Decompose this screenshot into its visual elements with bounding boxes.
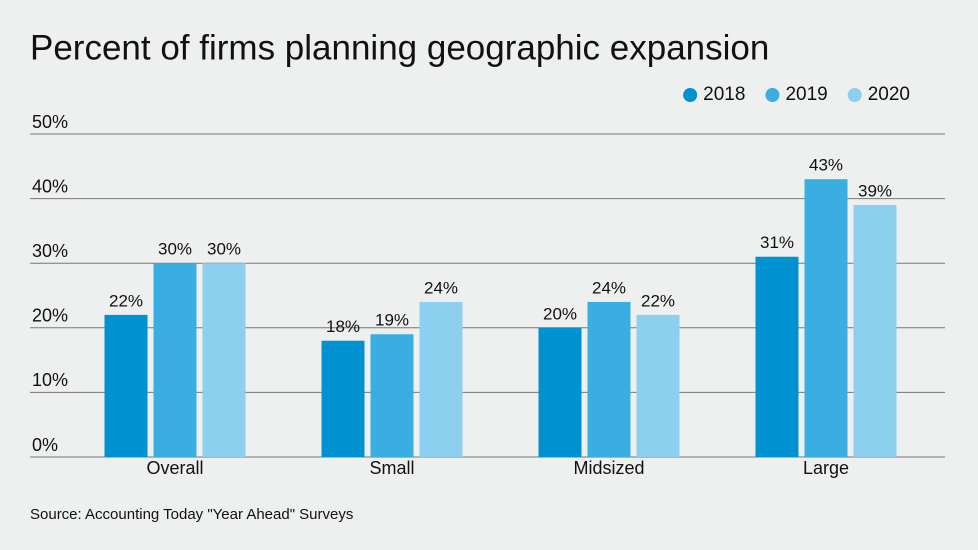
value-label: 22% — [641, 291, 675, 310]
legend-label: 2018 — [703, 84, 745, 105]
bar — [370, 334, 414, 457]
x-tick-label: Small — [369, 458, 414, 478]
value-label: 30% — [158, 240, 192, 259]
bar — [587, 301, 631, 457]
bar — [104, 314, 148, 457]
x-tick-label: Midsized — [573, 458, 644, 478]
legend-marker — [765, 88, 780, 102]
value-label: 31% — [760, 233, 794, 252]
bar — [153, 263, 197, 457]
bar — [636, 314, 680, 457]
source-note: Source: Accounting Today "Year Ahead" Su… — [30, 506, 353, 523]
bar — [538, 327, 582, 457]
legend-marker — [847, 88, 862, 102]
y-tick-label: 30% — [32, 241, 68, 261]
legend-marker — [683, 88, 698, 102]
y-tick-label: 10% — [32, 370, 68, 390]
y-tick-label: 0% — [32, 435, 58, 455]
x-tick-label: Large — [803, 458, 849, 478]
legend-label: 2019 — [785, 84, 827, 105]
y-tick-label: 20% — [32, 306, 68, 326]
bar — [419, 301, 463, 457]
value-label: 24% — [424, 278, 458, 297]
bar — [202, 263, 246, 457]
value-label: 39% — [858, 182, 892, 201]
bar — [853, 205, 897, 457]
y-tick-label: 50% — [32, 112, 68, 132]
value-label: 22% — [109, 291, 143, 310]
value-label: 43% — [809, 156, 843, 175]
value-label: 30% — [207, 240, 241, 259]
value-label: 19% — [375, 311, 409, 330]
value-label: 20% — [543, 304, 577, 323]
bar — [755, 256, 799, 457]
x-tick-label: Overall — [146, 458, 203, 478]
bar — [321, 340, 365, 457]
bar — [804, 179, 848, 457]
value-label: 18% — [326, 317, 360, 336]
y-tick-label: 40% — [32, 176, 68, 196]
value-label: 24% — [592, 278, 626, 297]
chart-title: Percent of firms planning geographic exp… — [30, 28, 769, 67]
legend-label: 2020 — [868, 84, 910, 105]
